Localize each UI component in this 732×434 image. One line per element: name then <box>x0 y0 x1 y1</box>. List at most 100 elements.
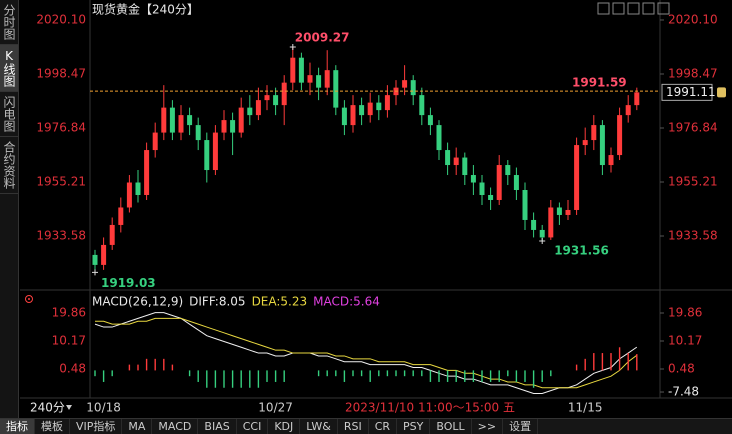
candle-body <box>92 254 98 265</box>
period-select[interactable]: 240分 <box>30 401 65 415</box>
macd-line <box>95 317 638 389</box>
x-tick-label: 10/18 <box>86 401 121 415</box>
candle-body <box>350 105 356 126</box>
indicator-tab[interactable]: LW& <box>300 419 338 434</box>
y-tick-label-right: 1976.84 <box>668 120 718 134</box>
y2-tick-label: 19.86 <box>668 306 702 320</box>
candle-body <box>135 182 141 195</box>
candle-body <box>419 95 425 116</box>
indicator-tab[interactable]: 设置 <box>503 419 539 434</box>
indicator-tab[interactable]: 模板 <box>35 419 70 434</box>
candle-body <box>307 75 313 83</box>
recent-low-marker <box>539 238 546 245</box>
icon[interactable] <box>642 2 655 15</box>
toolbar-icons[interactable] <box>597 2 670 15</box>
candle-body <box>531 219 537 230</box>
candle-body <box>539 229 545 238</box>
reference-price-label: 1991.59 <box>572 76 627 90</box>
indicator-tab[interactable]: KDJ <box>268 419 301 434</box>
candle-body <box>608 155 614 166</box>
candle-body <box>496 165 502 200</box>
candle-body <box>436 125 442 151</box>
plot-bg <box>90 0 660 418</box>
candle-body <box>169 107 175 133</box>
y-tick-label: 19.86 <box>52 306 86 320</box>
candle-body <box>195 125 201 141</box>
candle-body <box>152 132 158 151</box>
candle-body <box>221 120 227 133</box>
candle-body <box>591 125 597 141</box>
candle-body <box>410 80 416 96</box>
y2-tick-label: 0.48 <box>668 362 695 376</box>
indicator-icon-dot <box>28 298 30 300</box>
indicator-tab[interactable]: MACD <box>152 419 199 434</box>
candle-body <box>238 107 244 133</box>
sidebar-tab[interactable]: 闪电图 <box>0 92 18 137</box>
candle-body <box>178 115 184 133</box>
y-tick-label: 1976.84 <box>36 120 86 134</box>
indicator-tab[interactable]: 指标 <box>0 419 35 434</box>
y-tick-label: 2020.10 <box>36 12 86 26</box>
candle-body <box>462 157 468 176</box>
sidebar-tab[interactable]: 合约资料 <box>0 137 18 194</box>
candle-body <box>212 132 218 171</box>
legend-entry: DEA:5.23 <box>252 295 308 309</box>
icon[interactable] <box>627 2 640 15</box>
candle-body <box>101 244 107 265</box>
candle-body <box>617 115 623 156</box>
candle-body <box>574 145 580 210</box>
legend-entry: MACD:5.64 <box>313 295 380 309</box>
candle-body <box>548 207 554 238</box>
candle-body <box>384 95 390 111</box>
indicator-tab[interactable]: MA <box>122 419 153 434</box>
candle-body <box>341 107 347 126</box>
candle-body <box>513 175 519 191</box>
indicator-icon[interactable] <box>25 295 33 303</box>
y-tick-label-right: 1933.58 <box>668 228 718 242</box>
candle-body <box>522 190 528 220</box>
y2-tick-label: -7.48 <box>668 385 699 399</box>
dropdown-arrow[interactable] <box>66 405 72 410</box>
y-tick-label: 1998.47 <box>36 66 86 80</box>
last-price-label: 1991.11 <box>666 85 716 99</box>
candle-body <box>255 100 261 116</box>
y-tick-label-right: 1998.47 <box>668 66 718 80</box>
candle-body <box>556 207 562 215</box>
sidebar-tab[interactable]: K线图 <box>0 45 18 92</box>
legend-entry: MACD(26,12,9) <box>92 295 183 309</box>
candle-body <box>402 80 408 88</box>
candle-body <box>187 115 193 126</box>
indicator-tab[interactable]: CR <box>369 419 398 434</box>
y-tick-label: 10.17 <box>52 334 86 348</box>
indicator-tab[interactable]: BOLL <box>430 419 472 434</box>
x-tick-label: 10/27 <box>258 401 293 415</box>
chart-title: 现货黄金【240分】 <box>92 2 199 17</box>
candle-body <box>479 182 485 195</box>
candle-body <box>599 125 605 166</box>
candle-body <box>109 224 115 245</box>
indicator-tab[interactable]: PSY <box>397 419 431 434</box>
icon[interactable] <box>657 2 670 15</box>
candle-body <box>565 209 571 215</box>
candle-body <box>204 140 210 171</box>
y-tick-label-right: 1955.21 <box>668 174 718 188</box>
candle-body <box>445 150 451 166</box>
candle-body <box>634 92 640 106</box>
icon[interactable] <box>612 2 625 15</box>
tab-bar: 指标 模板 VIP指标 MA MACD BIAS CCI KDJ LW& RSI CR PSY BOLL… <box>0 418 732 434</box>
indicator-tab[interactable]: CCI <box>237 419 269 434</box>
candle-body <box>582 140 588 146</box>
candle-body <box>230 120 236 133</box>
indicator-tab[interactable]: >> <box>472 419 504 434</box>
sidebar-tab[interactable]: 分时图 <box>0 0 18 45</box>
indicator-tab[interactable]: BIAS <box>198 419 237 434</box>
icon[interactable] <box>597 2 610 15</box>
indicator-tab[interactable]: VIP指标 <box>70 419 123 434</box>
y2-tick-label: 10.17 <box>668 334 702 348</box>
macd-line <box>94 312 638 395</box>
high-label: 2009.27 <box>295 31 350 45</box>
candle-body <box>505 165 511 176</box>
indicator-tab[interactable]: RSI <box>338 419 369 434</box>
last-price-icon <box>717 87 726 98</box>
